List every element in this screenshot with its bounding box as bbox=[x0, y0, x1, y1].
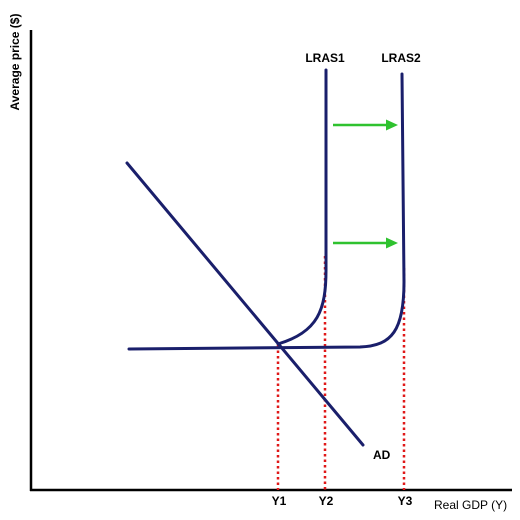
lras2-curve bbox=[127, 72, 406, 351]
curves bbox=[125, 68, 406, 447]
lras1-curve bbox=[276, 68, 328, 346]
tick-y2: Y2 bbox=[319, 494, 334, 508]
ad-curve bbox=[125, 161, 365, 447]
lras2-label: LRAS2 bbox=[381, 51, 421, 65]
ad-label: AD bbox=[373, 448, 391, 462]
tick-y1: Y1 bbox=[272, 494, 287, 508]
tick-y3: Y3 bbox=[398, 494, 413, 508]
shift-arrow-upper bbox=[333, 119, 398, 131]
shift-arrow-lower bbox=[333, 237, 398, 249]
y-axis-label: Average price ($) bbox=[8, 14, 22, 111]
lras1-label: LRAS1 bbox=[305, 51, 345, 65]
x-axis-label: Real GDP (Y) bbox=[434, 498, 507, 512]
shift-arrows bbox=[333, 119, 398, 249]
